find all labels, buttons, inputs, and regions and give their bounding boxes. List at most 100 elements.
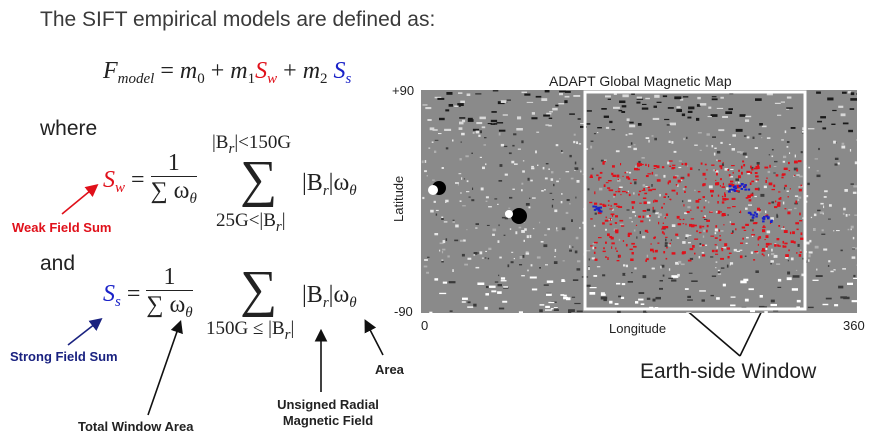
map-speckle [571, 219, 573, 222]
map-speckle [682, 241, 686, 244]
weak-field-pixel [610, 204, 612, 207]
map-speckle [696, 117, 700, 121]
weak-field-pixel [594, 258, 598, 261]
weak-field-pixel [706, 169, 708, 171]
map-speckle [648, 139, 650, 143]
map-speckle [761, 306, 767, 309]
map-speckle [539, 304, 545, 306]
weak-field-pixel [645, 259, 647, 262]
weak-field-pixel [721, 250, 724, 252]
map-speckle [852, 191, 857, 194]
fmodel-var: F [103, 58, 118, 84]
strong-field-pixel [728, 190, 731, 193]
map-speckle [560, 201, 563, 204]
map-speckle [625, 264, 628, 268]
map-speckle [466, 93, 471, 96]
weak-field-pixel [672, 164, 676, 166]
weak-field-pixel [720, 167, 723, 170]
map-speckle [579, 227, 581, 229]
map-speckle [649, 219, 651, 222]
map-speckle [852, 247, 855, 249]
weak-field-pixel [698, 231, 702, 234]
map-speckle [459, 117, 466, 119]
map-speckle [479, 116, 486, 120]
map-speckle [755, 270, 759, 273]
map-speckle [522, 160, 525, 162]
map-speckle [485, 163, 487, 166]
map-speckle [663, 216, 665, 219]
weak-field-pixel [631, 206, 634, 209]
map-speckle [707, 201, 710, 204]
map-speckle [635, 165, 637, 168]
strong-field-pixel [751, 216, 755, 219]
strong-field-pixel [749, 213, 753, 216]
strong-arrow [67, 318, 103, 346]
weak-field-pixel [609, 208, 613, 210]
map-speckle [502, 114, 508, 116]
map-speckle [545, 124, 550, 126]
map-speckle [512, 188, 515, 190]
map-speckle [751, 235, 754, 237]
weak-field-pixel [696, 230, 698, 233]
where-text: where [40, 117, 98, 140]
weak-field-pixel [643, 188, 645, 191]
weak-field-pixel [689, 167, 693, 170]
map-speckle [513, 258, 515, 260]
map-speckle [732, 134, 736, 137]
map-speckle [637, 123, 642, 126]
m1-sub: 1 [247, 71, 256, 87]
weak-field-label: Weak Field Sum [12, 220, 112, 235]
map-speckle [833, 140, 836, 144]
map-speckle [548, 124, 552, 127]
map-speckle [829, 204, 832, 207]
map-speckle [576, 141, 578, 144]
map-speckle [662, 274, 665, 277]
map-speckle [797, 196, 802, 199]
map-speckle [715, 211, 718, 213]
map-speckle [759, 295, 763, 298]
map-speckle [552, 199, 554, 201]
weak-field-pixel [594, 247, 597, 249]
map-speckle [548, 117, 553, 119]
weak-field-pixel [693, 224, 697, 227]
map-speckle [842, 91, 847, 94]
map-speckle [550, 308, 556, 310]
map-speckle [740, 151, 744, 154]
map-speckle [663, 174, 666, 178]
weak-field-pixel [594, 241, 598, 244]
sw-lower-limit: 25G<|Br| [216, 210, 286, 235]
map-speckle [530, 264, 533, 267]
map-speckle [814, 158, 818, 160]
map-speckle [797, 243, 800, 247]
map-speckle [556, 180, 559, 183]
weak-field-pixel [609, 236, 613, 238]
map-speckle [745, 155, 748, 158]
weak-field-pixel [642, 215, 645, 219]
map-speckle [847, 228, 850, 231]
weak-field-pixel [610, 213, 615, 216]
map-speckle [688, 234, 692, 236]
map-speckle [478, 134, 481, 137]
map-speckle [845, 214, 848, 217]
map-speckle [817, 209, 821, 212]
map-speckle [432, 179, 435, 181]
map-speckle [481, 257, 484, 259]
weak-field-pixel [593, 251, 596, 254]
map-speckle [531, 167, 535, 170]
weak-field-pixel [722, 197, 727, 201]
map-speckle [521, 275, 525, 277]
map-speckle [653, 105, 657, 108]
map-speckle [454, 239, 459, 242]
weak-field-pixel [785, 254, 789, 257]
map-speckle [564, 95, 570, 98]
weak-field-pixel [667, 181, 670, 185]
map-speckle [509, 228, 512, 230]
map-speckle [605, 95, 611, 98]
weak-field-pixel [615, 231, 619, 234]
sw-lhs: Sw = 1 ∑ ωθ [103, 150, 197, 213]
weak-field-pixel [794, 160, 798, 164]
weak-field-pixel [677, 179, 681, 183]
map-speckle [840, 249, 843, 252]
map-speckle [645, 186, 649, 188]
map-speckle [843, 207, 846, 211]
